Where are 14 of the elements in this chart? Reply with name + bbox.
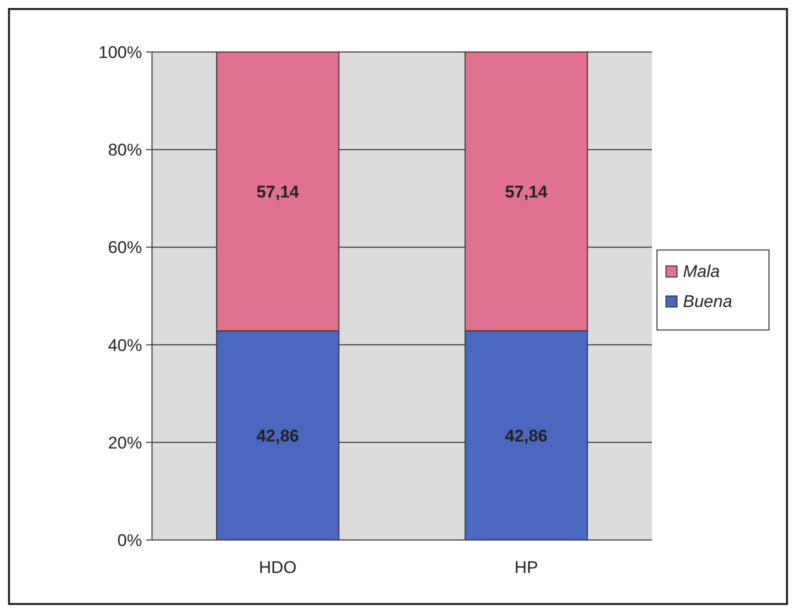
y-tick-label: 100% xyxy=(98,43,142,62)
y-tick-label: 80% xyxy=(108,140,142,160)
data-label: 42,86 xyxy=(256,426,300,446)
x-tick-label: HDO xyxy=(258,558,297,577)
y-tick-label: 40% xyxy=(108,336,142,355)
y-tick-label: 0% xyxy=(117,531,142,550)
x-tick-label: HP xyxy=(514,558,538,577)
y-tick-label: 60% xyxy=(108,238,142,258)
legend-label: Mala xyxy=(683,262,720,281)
data-label: 57,14 xyxy=(256,182,300,202)
data-label: 57,14 xyxy=(504,182,548,202)
legend-label: Buena xyxy=(683,292,732,311)
y-tick-label: 20% xyxy=(108,433,142,452)
data-label: 42,86 xyxy=(504,426,548,446)
